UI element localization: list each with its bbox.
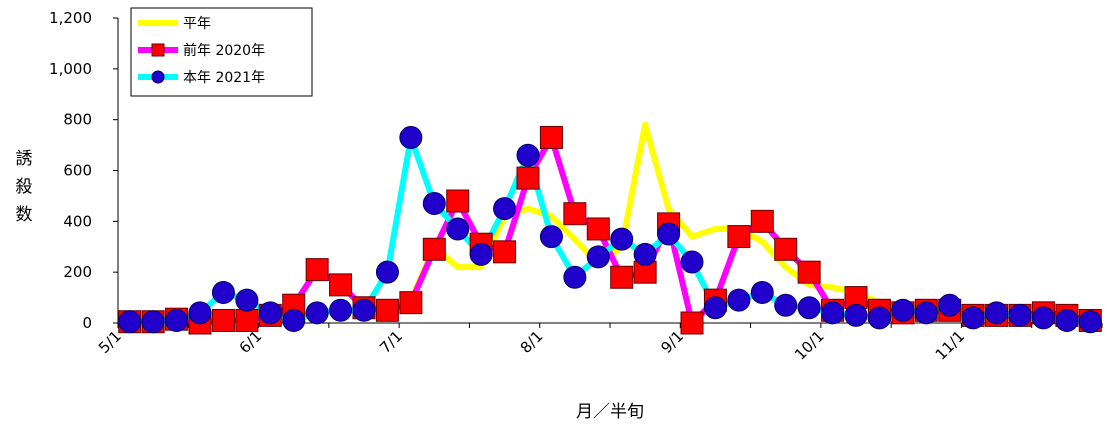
data-point: [586, 245, 610, 269]
data-point: [844, 303, 868, 327]
legend-label: 本年 2021年: [183, 70, 265, 86]
data-point: [610, 227, 634, 251]
data-point: [235, 308, 259, 332]
data-point: [375, 260, 399, 284]
data-point: [563, 265, 587, 289]
data-point: [258, 301, 282, 325]
data-point: [797, 260, 821, 284]
x-tick-label: 8/1: [517, 327, 547, 357]
data-point: [750, 281, 774, 304]
data-point: [516, 166, 540, 190]
data-point: [375, 298, 399, 322]
data-point: [516, 143, 540, 167]
data-point: [141, 310, 165, 334]
y-tick-label: 1,000: [49, 60, 92, 78]
data-point: [938, 293, 962, 317]
legend-item: 前年 2020年: [138, 42, 265, 59]
data-point: [1055, 308, 1079, 332]
data-point: [633, 242, 657, 266]
data-point: [399, 125, 423, 149]
data-point: [211, 308, 235, 332]
data-point: [446, 189, 470, 213]
y-tick-label: 400: [63, 212, 92, 230]
y-axis-title-char: 誘: [16, 149, 33, 169]
y-tick-label: 1,200: [49, 9, 92, 27]
series-3-markers: [118, 125, 1102, 334]
data-point: [750, 209, 774, 233]
data-point: [657, 222, 681, 246]
data-point: [305, 258, 329, 282]
y-axis-title-char: 殺: [16, 177, 33, 197]
data-point: [235, 288, 259, 312]
series-1: [126, 121, 1094, 325]
data-point: [891, 298, 915, 322]
data-point: [305, 301, 329, 325]
legend-swatch-marker: [151, 70, 165, 84]
data-point: [586, 217, 610, 241]
data-point: [961, 306, 985, 330]
data-point: [469, 242, 493, 266]
data-point: [329, 273, 353, 297]
data-point: [680, 311, 704, 335]
y-axis-title: 誘殺数: [16, 149, 33, 225]
data-point: [610, 265, 634, 289]
data-point: [539, 225, 563, 249]
legend-label: 平年: [183, 16, 211, 32]
legend-label: 前年 2020年: [183, 42, 265, 59]
data-point: [774, 293, 798, 317]
data-point: [329, 298, 353, 322]
data-point: [797, 296, 821, 320]
data-point: [352, 298, 376, 322]
data-point: [493, 197, 517, 221]
data-point: [1078, 310, 1102, 334]
data-point: [680, 250, 704, 274]
data-point: [703, 296, 727, 320]
y-axis-ticks: 0 200 400 600 800 1,000 1,200: [49, 9, 118, 332]
data-point: [493, 240, 517, 264]
data-point: [867, 306, 891, 330]
y-tick-label: 200: [63, 263, 92, 281]
data-point: [727, 288, 751, 312]
series-line: [126, 121, 1094, 325]
data-point: [188, 301, 212, 325]
data-point: [985, 301, 1009, 325]
data-point: [422, 237, 446, 261]
data-point: [821, 301, 845, 325]
data-point: [446, 217, 470, 241]
x-tick-label: 10/1: [791, 327, 828, 364]
series-layer: [118, 121, 1102, 335]
data-point: [165, 308, 189, 332]
legend-item: 本年 2021年: [138, 70, 265, 86]
data-point: [914, 301, 938, 325]
data-point: [539, 125, 563, 149]
y-tick-label: 800: [63, 111, 92, 129]
data-point: [1008, 303, 1032, 327]
data-point: [1031, 306, 1055, 330]
data-point: [727, 225, 751, 249]
data-point: [422, 192, 446, 216]
y-tick-label: 0: [82, 314, 92, 332]
data-point: [211, 281, 235, 304]
data-point: [282, 308, 306, 332]
y-axis-title-char: 数: [16, 205, 33, 225]
data-point: [118, 310, 142, 334]
data-point: [399, 291, 423, 315]
x-tick-label: 11/1: [932, 327, 969, 364]
data-point: [774, 237, 798, 261]
series-3: [126, 134, 1094, 325]
legend-item: 平年: [138, 16, 211, 32]
series-line: [126, 134, 1094, 325]
y-tick-label: 600: [63, 162, 92, 180]
data-point: [563, 202, 587, 226]
x-axis-title: 月／半旬: [576, 402, 644, 422]
x-tick-label: 7/1: [376, 327, 406, 357]
legend-swatch-marker: [151, 43, 165, 57]
